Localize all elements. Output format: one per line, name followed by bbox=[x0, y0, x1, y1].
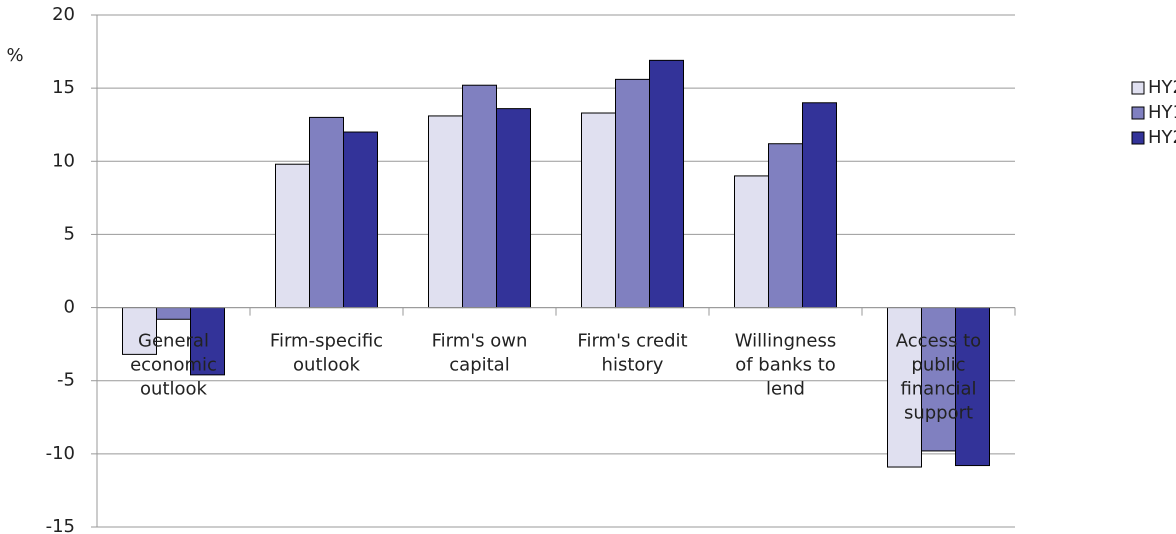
x-tick-label: outlook bbox=[293, 355, 361, 376]
bar bbox=[802, 102, 837, 309]
bar bbox=[462, 84, 497, 309]
y-tick-label: 10 bbox=[52, 150, 75, 171]
y-axis-label: % bbox=[6, 45, 23, 66]
y-tick-label: -15 bbox=[46, 516, 75, 534]
x-tick-label: financial bbox=[900, 379, 976, 400]
bar bbox=[615, 78, 650, 309]
y-tick-label: -5 bbox=[57, 370, 75, 391]
x-tick-label: capital bbox=[449, 355, 509, 376]
legend-label: HY2/2015 bbox=[1148, 127, 1176, 148]
bar bbox=[156, 307, 191, 320]
x-tick-label: public bbox=[911, 355, 965, 376]
bar bbox=[190, 307, 225, 376]
x-tick-label: Firm's credit bbox=[577, 331, 687, 352]
x-tick-label: General bbox=[138, 331, 209, 352]
x-tick-label: Firm's own bbox=[432, 331, 528, 352]
bar bbox=[734, 175, 769, 309]
legend-swatch bbox=[1131, 81, 1145, 95]
bar bbox=[428, 115, 463, 309]
bar bbox=[768, 143, 803, 309]
legend-swatch bbox=[1131, 106, 1145, 120]
y-tick-label: 5 bbox=[64, 223, 75, 244]
bar bbox=[649, 59, 684, 309]
bar bbox=[275, 163, 310, 309]
x-tick-label: outlook bbox=[140, 379, 208, 400]
legend-label: HY1/2015 bbox=[1148, 102, 1176, 123]
bar bbox=[122, 307, 157, 355]
bar bbox=[496, 108, 531, 309]
y-tick-label: 15 bbox=[52, 77, 75, 98]
x-tick-label: economic bbox=[130, 355, 217, 376]
bar bbox=[955, 307, 990, 467]
y-tick-label: 0 bbox=[64, 297, 75, 318]
legend-label: HY2/2014 bbox=[1148, 77, 1176, 98]
bar bbox=[309, 116, 344, 309]
bar bbox=[887, 307, 922, 468]
bar bbox=[343, 131, 378, 309]
x-tick-label: support bbox=[904, 403, 973, 424]
y-tick-label: -10 bbox=[46, 443, 75, 464]
x-tick-label: lend bbox=[766, 379, 805, 400]
bar bbox=[921, 307, 956, 452]
x-tick-label: Willingness bbox=[735, 331, 836, 352]
x-tick-label: of banks to bbox=[735, 355, 836, 376]
y-tick-label: 20 bbox=[52, 4, 75, 25]
x-tick-label: Firm-specific bbox=[270, 331, 383, 352]
bar bbox=[581, 112, 616, 309]
x-tick-label: Access to bbox=[896, 331, 981, 352]
x-tick-label: history bbox=[602, 355, 664, 376]
legend-swatch bbox=[1131, 131, 1145, 145]
